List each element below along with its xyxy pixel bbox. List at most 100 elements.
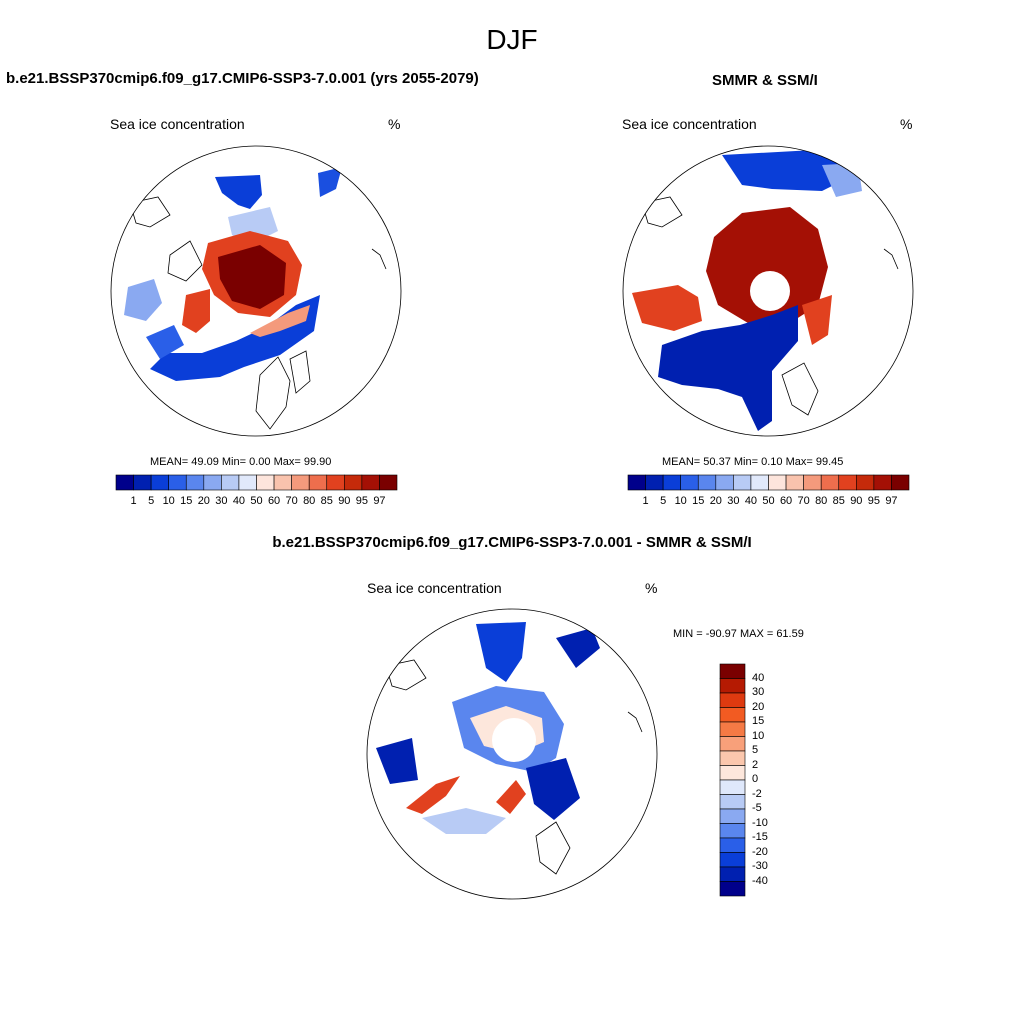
diff-panel-title: b.e21.BSSP370cmip6.f09_g17.CMIP6-SSP3-7.… — [272, 534, 752, 551]
colorbar-swatch — [662, 474, 681, 491]
colorbar-tick-label: 1 — [130, 495, 137, 507]
colorbar-tick-label: -20 — [752, 845, 768, 858]
obs-ice-central-arctic — [706, 207, 828, 323]
obs-pole-hole — [750, 271, 790, 311]
colorbar-swatch — [344, 474, 363, 491]
colorbar-swatch — [719, 881, 746, 897]
colorbar-swatch — [115, 474, 134, 491]
colorbar-tick-label: 50 — [762, 495, 775, 507]
obs-colorbar — [627, 474, 910, 491]
colorbar-swatch — [256, 474, 275, 491]
diff-colorbar-labels: 40 30 20 15 10 5 2 0 -2 -5 -10 -15 -20 -30 -40 — [752, 664, 792, 896]
colorbar-tick-label: 85 — [832, 495, 845, 507]
colorbar-swatch — [273, 474, 292, 491]
model-units-label: % — [388, 116, 401, 132]
colorbar-tick-label: 90 — [338, 495, 351, 507]
diff-positive-band — [406, 776, 460, 814]
model-stats: MEAN= 49.09 Min= 0.00 Max= 99.90 — [150, 456, 332, 468]
colorbar-swatch — [203, 474, 222, 491]
colorbar-swatch — [645, 474, 664, 491]
colorbar-tick-label: 97 — [373, 495, 386, 507]
model-colorbar — [115, 474, 398, 491]
colorbar-tick-label: 1 — [642, 495, 649, 507]
obs-ice-greenland-sea — [722, 149, 854, 191]
colorbar-swatch — [326, 474, 345, 491]
colorbar-swatch — [379, 474, 398, 491]
colorbar-tick-label: 80 — [815, 495, 828, 507]
colorbar-swatch — [719, 794, 746, 810]
colorbar-swatch — [719, 663, 746, 679]
colorbar-swatch — [719, 866, 746, 882]
colorbar-swatch — [719, 736, 746, 752]
colorbar-tick-label: -15 — [752, 831, 768, 843]
colorbar-swatch — [719, 823, 746, 839]
colorbar-tick-label: 15 — [180, 495, 193, 507]
colorbar-swatch — [361, 474, 380, 491]
colorbar-swatch — [719, 852, 746, 868]
colorbar-tick-label: 0 — [752, 773, 759, 785]
colorbar-swatch — [150, 474, 169, 491]
colorbar-tick-label: 20 — [197, 495, 210, 507]
colorbar-tick-label: 50 — [250, 495, 263, 507]
colorbar-tick-label: 10 — [674, 495, 687, 507]
diff-polar-map — [366, 608, 658, 900]
colorbar-tick-label: 60 — [779, 495, 793, 507]
obs-colorbar-labels: 1 5 10 15 20 30 40 50 60 70 80 85 90 95 97 — [628, 495, 909, 509]
colorbar-swatch — [803, 474, 822, 491]
model-polar-map — [110, 145, 402, 437]
colorbar-tick-label: 70 — [285, 495, 298, 507]
colorbar-swatch — [133, 474, 152, 491]
colorbar-swatch — [733, 474, 752, 491]
colorbar-swatch — [697, 474, 717, 491]
colorbar-swatch — [719, 750, 746, 766]
colorbar-swatch — [750, 474, 769, 491]
colorbar-swatch — [719, 721, 746, 737]
colorbar-tick-label: 5 — [752, 744, 759, 756]
colorbar-tick-label: 10 — [752, 729, 765, 742]
diff-greenland-sea — [476, 622, 526, 682]
diff-colorbar — [719, 663, 746, 897]
colorbar-tick-label: 15 — [692, 495, 705, 507]
diff-units-label: % — [645, 580, 658, 596]
colorbar-tick-label: 20 — [709, 495, 722, 507]
model-colorbar-labels: 1 5 10 15 20 30 40 50 60 70 80 85 90 95 97 — [116, 495, 397, 509]
colorbar-swatch — [291, 474, 310, 491]
colorbar-tick-label: 30 — [752, 686, 765, 698]
colorbar-tick-label: 30 — [215, 495, 228, 507]
colorbar-tick-label: -30 — [752, 860, 768, 872]
colorbar-swatch — [221, 474, 240, 491]
colorbar-tick-label: 85 — [320, 495, 333, 507]
colorbar-swatch — [891, 474, 910, 491]
colorbar-tick-label: 40 — [752, 671, 765, 684]
obs-units-label: % — [900, 116, 913, 132]
obs-variable-label: Sea ice concentration — [622, 116, 757, 132]
colorbar-swatch — [719, 837, 746, 853]
colorbar-swatch — [715, 474, 734, 491]
colorbar-tick-label: 40 — [744, 495, 758, 507]
colorbar-tick-label: -5 — [752, 802, 762, 814]
colorbar-tick-label: 20 — [752, 700, 765, 713]
colorbar-tick-label: 5 — [660, 495, 667, 507]
colorbar-tick-label: 60 — [267, 495, 281, 507]
obs-polar-map — [622, 145, 914, 437]
colorbar-tick-label: 5 — [148, 495, 155, 507]
colorbar-swatch — [719, 779, 746, 795]
diff-pole-hole — [492, 718, 536, 762]
colorbar-tick-label: -2 — [752, 787, 762, 800]
colorbar-swatch — [838, 474, 857, 491]
colorbar-tick-label: 97 — [885, 495, 898, 507]
colorbar-swatch — [719, 808, 746, 824]
colorbar-swatch — [719, 707, 746, 723]
colorbar-swatch — [719, 765, 746, 781]
colorbar-swatch — [308, 474, 328, 491]
figure-title: DJF — [486, 24, 538, 55]
colorbar-swatch — [768, 474, 787, 491]
model-ice-hudson-bay — [124, 279, 162, 321]
obs-panel-title: SMMR & SSM/I — [712, 72, 818, 89]
diff-negative-eurasia — [526, 758, 580, 820]
colorbar-tick-label: 10 — [162, 495, 175, 507]
colorbar-tick-label: 90 — [850, 495, 863, 507]
colorbar-tick-label: -10 — [752, 816, 768, 829]
colorbar-tick-label: 40 — [232, 495, 246, 507]
model-variable-label: Sea ice concentration — [110, 116, 245, 132]
